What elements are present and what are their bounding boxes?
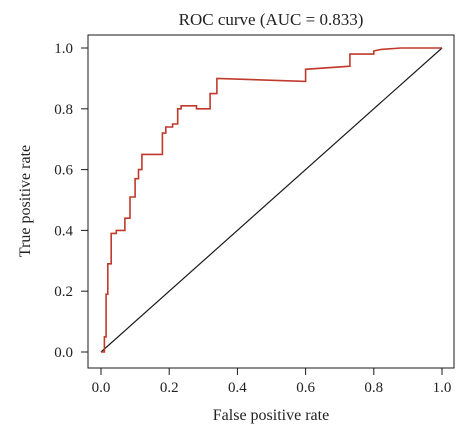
y-axis-label: True positive rate [17, 145, 34, 257]
y-tick-label: 0.0 [54, 345, 73, 361]
y-tick-label: 1.0 [54, 41, 73, 57]
x-axis-label: False positive rate [213, 407, 329, 424]
x-axis: 0.0 0.2 0.4 0.6 0.8 1.0 [92, 368, 452, 396]
chance-diagonal [100, 47, 443, 353]
roc-curve-line [101, 47, 442, 353]
x-tick-label: 0.0 [92, 380, 111, 396]
x-tick-label: 1.0 [433, 380, 452, 396]
y-tick-label: 0.2 [54, 284, 73, 300]
x-tick-label: 0.6 [296, 380, 315, 396]
x-tick-label: 0.4 [228, 380, 247, 396]
x-tick-label: 0.2 [160, 380, 179, 396]
plot-border [87, 34, 455, 369]
y-tick-label: 0.8 [54, 102, 73, 118]
chart-title: ROC curve (AUC = 0.833) [179, 10, 364, 29]
x-tick-label: 0.8 [364, 380, 383, 396]
plot-frame [87, 34, 455, 369]
y-tick-label: 0.4 [54, 223, 73, 239]
y-axis: 0.0 0.2 0.4 0.6 0.8 1.0 [54, 41, 88, 361]
y-tick-label: 0.6 [54, 163, 73, 179]
